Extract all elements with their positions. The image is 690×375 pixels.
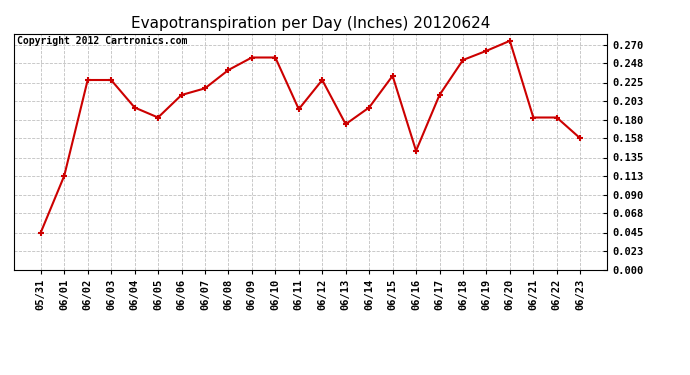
Text: Copyright 2012 Cartronics.com: Copyright 2012 Cartronics.com (17, 36, 187, 46)
Title: Evapotranspiration per Day (Inches) 20120624: Evapotranspiration per Day (Inches) 2012… (131, 16, 490, 31)
